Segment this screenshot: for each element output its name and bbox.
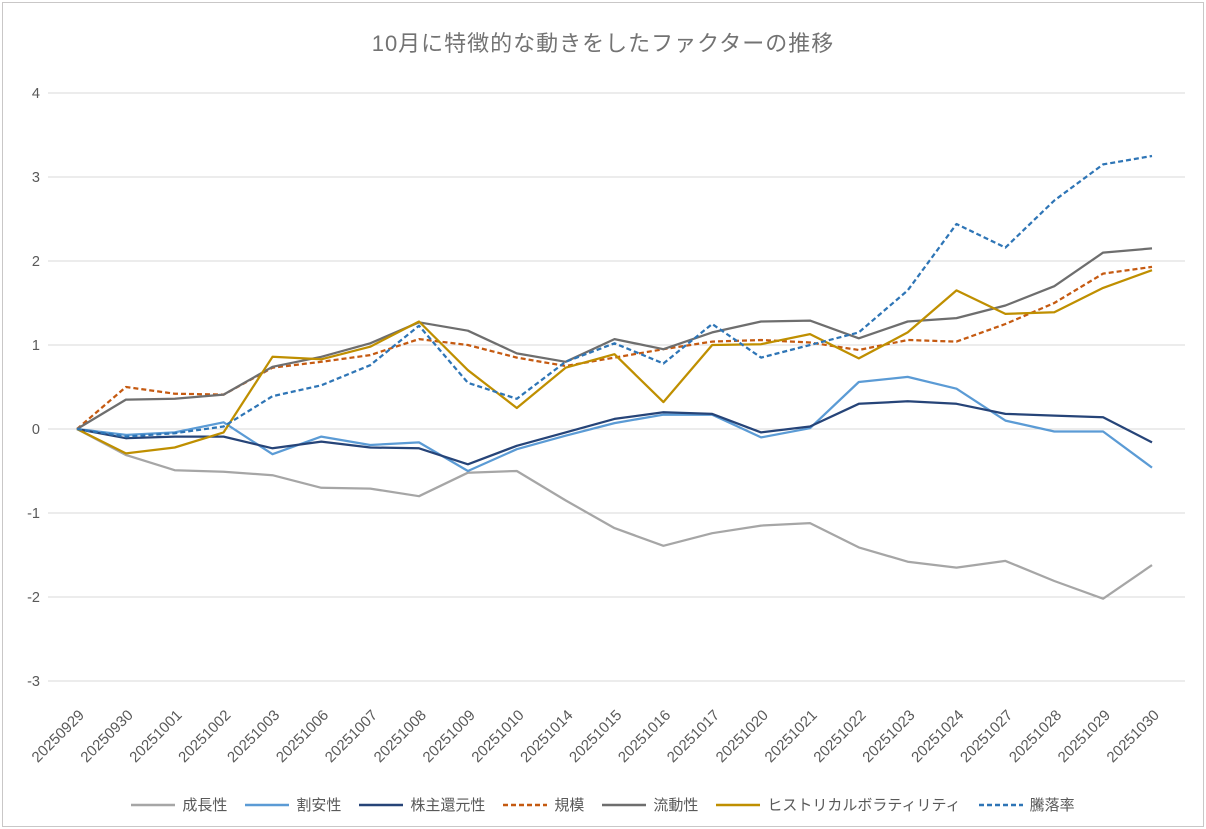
x-axis-tick-label: 20251008 bbox=[371, 707, 430, 766]
x-axis-tick-label: 20251002 bbox=[175, 707, 234, 766]
legend-label-ヒストリカルボラティリティ: ヒストリカルボラティリティ bbox=[767, 797, 961, 814]
legend-item-株主還元性: 株主還元性 bbox=[359, 794, 485, 815]
legend-label-騰落率: 騰落率 bbox=[1029, 797, 1075, 814]
x-axis-tick-label: 20251022 bbox=[810, 707, 869, 766]
legend-label-成長性: 成長性 bbox=[182, 797, 228, 814]
legend-item-流動性: 流動性 bbox=[602, 794, 698, 815]
x-axis-tick-label: 20251006 bbox=[273, 707, 332, 766]
legend-item-割安性: 割安性 bbox=[245, 794, 341, 815]
series-line-騰落率 bbox=[76, 154, 1153, 438]
x-axis-tick-label: 20251015 bbox=[566, 707, 625, 766]
x-axis-tick-label: 20251009 bbox=[420, 707, 479, 766]
x-axis-tick-label: 20251010 bbox=[468, 707, 527, 766]
x-axis-tick-label: 20251016 bbox=[615, 707, 674, 766]
legend-item-騰落率: 騰落率 bbox=[978, 794, 1075, 815]
legend-swatch-ヒストリカルボラティリティ bbox=[716, 803, 761, 806]
legend-swatch-株主還元性 bbox=[359, 803, 404, 806]
x-axis-tick-label: 20251030 bbox=[1104, 707, 1163, 766]
x-axis-tick-label: 20251007 bbox=[322, 707, 381, 766]
chart-legend: 成長性 割安性 株主還元性 規模 流動性 ヒストリカルボラティリティ 騰落率 bbox=[0, 794, 1206, 815]
y-axis-tick-label: -2 bbox=[27, 590, 40, 606]
series-line-ヒストリカルボラティリティ bbox=[76, 269, 1153, 455]
x-axis-tick-label: 20251027 bbox=[957, 707, 1016, 766]
legend-item-規模: 規模 bbox=[503, 794, 584, 815]
x-axis-tick-label: 20251021 bbox=[762, 707, 821, 766]
chart-title: 10月に特徴的な動きをしたファクターの推移 bbox=[371, 31, 835, 56]
x-axis-tick-label: 20250929 bbox=[29, 707, 88, 766]
y-axis-tick-label: -3 bbox=[27, 674, 40, 690]
series-line-規模 bbox=[76, 265, 1153, 430]
x-axis-tick-label: 20251023 bbox=[859, 707, 918, 766]
y-axis-tick-label: 0 bbox=[32, 422, 40, 438]
legend-swatch-割安性 bbox=[245, 803, 290, 806]
legend-swatch-規模 bbox=[503, 803, 548, 806]
legend-swatch-流動性 bbox=[602, 803, 647, 806]
legend-item-成長性: 成長性 bbox=[131, 794, 227, 815]
x-axis-tick-label: 20251024 bbox=[908, 707, 967, 766]
legend-label-株主還元性: 株主還元性 bbox=[410, 797, 486, 814]
y-axis-tick-label: 4 bbox=[32, 86, 40, 102]
y-axis-tick-label: 3 bbox=[32, 170, 40, 186]
x-axis-tick-label: 20250930 bbox=[77, 707, 136, 766]
legend-swatch-騰落率 bbox=[978, 803, 1023, 806]
x-axis-tick-label: 20251001 bbox=[126, 707, 185, 766]
y-axis-tick-label: 1 bbox=[32, 338, 40, 354]
x-axis-tick-label: 20251020 bbox=[713, 707, 772, 766]
y-axis-tick-label: -1 bbox=[27, 506, 40, 522]
series-line-流動性 bbox=[76, 247, 1153, 430]
x-axis-tick-label: 20251029 bbox=[1055, 707, 1114, 766]
x-axis-tick-label: 20251017 bbox=[664, 707, 723, 766]
legend-label-割安性: 割安性 bbox=[296, 797, 342, 814]
y-axis-tick-label: 2 bbox=[32, 254, 40, 270]
legend-swatch-成長性 bbox=[131, 803, 176, 806]
series-line-割安性 bbox=[76, 375, 1153, 473]
legend-item-ヒストリカルボラティリティ: ヒストリカルボラティリティ bbox=[716, 794, 961, 815]
series-line-成長性 bbox=[76, 428, 1153, 600]
legend-label-規模: 規模 bbox=[554, 797, 585, 814]
series-line-株主還元性 bbox=[76, 400, 1153, 466]
x-axis-tick-label: 20251014 bbox=[517, 707, 576, 766]
x-axis-tick-label: 20251003 bbox=[224, 707, 283, 766]
legend-label-流動性: 流動性 bbox=[653, 797, 699, 814]
x-axis-tick-label: 20251028 bbox=[1006, 707, 1065, 766]
